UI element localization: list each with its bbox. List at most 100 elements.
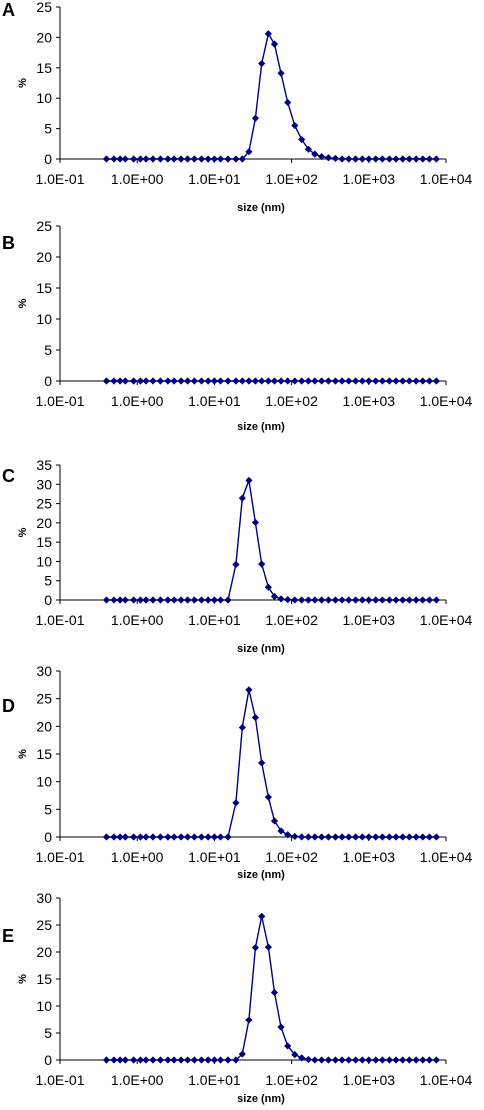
data-point-marker [311,596,319,604]
data-point-marker [270,377,279,385]
data-point-marker [216,833,225,841]
data-point-marker [177,155,185,163]
chart-panel-e: E 0 5 10 15 20 25 30 1.0E-01 1.0E+00 1.0E+01 1.0E+0… [2,890,472,1105]
data-point-marker [338,596,346,604]
data-point-marker [136,155,144,163]
data-point-marker [298,135,306,144]
y-tick-label: 15 [36,534,52,550]
data-point-marker [392,596,400,604]
data-point-marker [116,596,124,604]
data-point-marker [284,377,292,385]
panel-label: B [2,233,15,253]
y-tick-label: 5 [44,342,52,358]
data-point-marker [291,377,299,385]
data-point-marker [136,377,144,385]
series-line [106,689,437,838]
data-point-marker [170,155,178,163]
data-point-marker [251,944,260,952]
x-tick-label: 1.0E+04 [420,1072,473,1088]
data-point-marker [197,1056,206,1064]
data-point-marker [245,476,253,485]
data-point-marker [419,833,427,841]
data-point-marker [197,155,206,163]
data-point-marker [399,377,407,385]
data-point-marker [331,833,340,841]
data-point-marker [245,377,253,385]
data-point-marker [232,1056,240,1064]
data-point-marker [164,833,172,841]
y-tick-label: 10 [36,311,52,327]
x-tick-label: 1.0E+00 [111,171,164,187]
data-point-marker [405,833,413,841]
x-tick-label: 1.0E+03 [343,171,396,187]
data-point-marker [378,1056,386,1064]
data-point-marker [102,155,111,163]
data-point-marker [270,817,279,825]
y-tick-label: 30 [36,663,52,679]
data-point-marker [304,1055,312,1064]
data-point-marker [385,155,394,163]
data-point-marker [238,723,246,732]
data-point-marker [365,1056,373,1064]
x-tick-label: 1.0E+02 [265,171,318,187]
data-point-marker [304,596,312,604]
data-point-marker [405,596,413,604]
y-tick-label: 20 [36,249,52,265]
data-point-marker [216,1056,225,1064]
data-point-marker [210,377,218,385]
x-tick-label: 1.0E+02 [265,612,318,628]
y-tick-label: 25 [36,691,52,707]
data-point-marker [291,121,299,130]
y-tick-label: 20 [36,944,52,960]
data-point-marker [385,596,394,604]
data-point-marker [204,596,212,604]
data-point-marker [232,560,240,569]
data-point-marker [358,596,366,604]
data-point-marker [372,833,380,841]
y-tick-label: 25 [36,496,52,512]
data-point-marker [204,1056,212,1064]
data-point-marker [425,833,434,841]
data-point-marker [291,596,299,604]
y-tick-label: 25 [36,0,52,15]
x-tick-label: 1.0E+03 [343,612,396,628]
data-point-marker [345,1056,353,1064]
data-point-marker [258,560,266,568]
data-point-marker [412,1056,420,1064]
data-point-marker [210,155,218,163]
data-point-marker [190,155,198,163]
x-tick-label: 1.0E+03 [343,393,396,409]
data-point-marker [156,596,165,604]
data-point-marker [419,1056,427,1064]
data-point-marker [338,1056,346,1064]
y-tick-label: 0 [44,151,52,167]
y-tick-label: 15 [36,971,52,987]
data-point-marker [210,1056,218,1064]
data-point-marker [331,154,340,162]
data-point-marker [352,377,360,385]
data-point-marker [184,833,192,841]
data-point-marker [432,155,440,163]
data-point-marker [372,155,380,163]
x-tick-label: 1.0E+02 [265,849,318,865]
data-point-marker [197,596,206,604]
x-tick-label: 1.0E-01 [35,1072,84,1088]
data-point-marker [372,596,380,604]
data-point-marker [177,596,185,604]
data-point-marker [130,155,138,163]
data-point-marker [358,155,366,163]
data-point-marker [270,592,279,601]
data-point-marker [121,596,129,604]
x-tick-label: 1.0E+00 [111,393,164,409]
data-point-marker [110,155,118,163]
data-point-marker [130,1056,138,1064]
x-tick-label: 1.0E+03 [343,1072,396,1088]
data-point-marker [405,377,413,385]
data-point-marker [298,1054,306,1062]
data-point-marker [270,40,279,48]
data-point-marker [142,377,150,385]
x-tick-label: 1.0E+01 [188,171,241,187]
data-point-marker [258,912,266,920]
y-axis-title: % [17,298,29,308]
x-tick-label: 1.0E+01 [188,393,241,409]
